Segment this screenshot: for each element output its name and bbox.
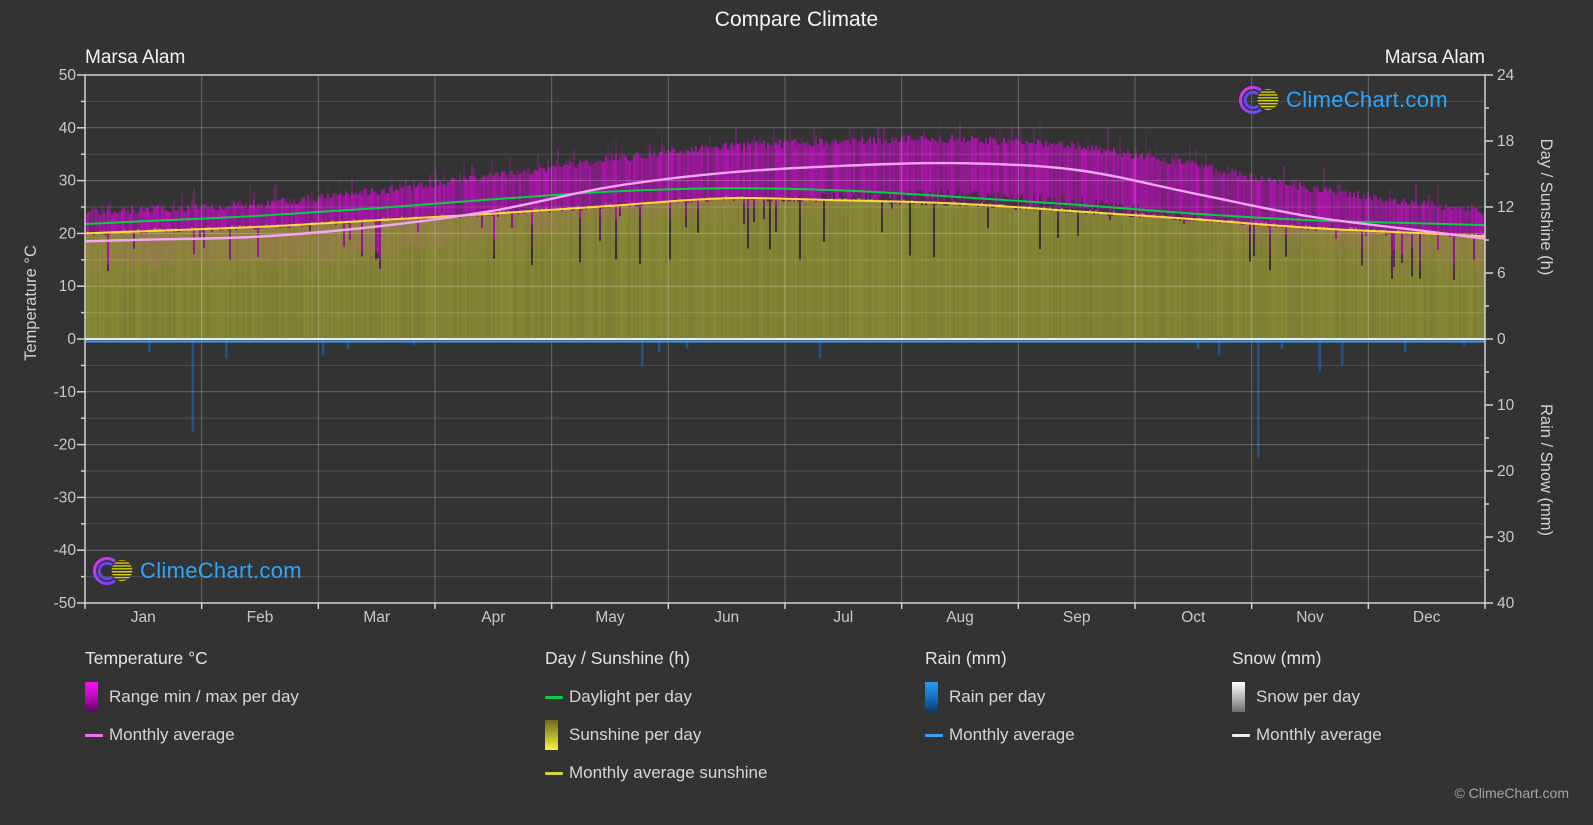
rain-swatch-icon — [925, 682, 938, 712]
month-label: Aug — [946, 609, 974, 626]
legend-item-label: Rain per day — [949, 687, 1046, 706]
sunshine-per-day-bars — [85, 196, 1485, 339]
month-label: Dec — [1413, 609, 1441, 626]
rain-snow-axis-tick-label: 30 — [1497, 529, 1515, 546]
temp-axis-tick-label: 30 — [59, 173, 77, 190]
day-sunshine-axis-tick-label: 6 — [1497, 265, 1506, 282]
month-label: Mar — [363, 609, 390, 626]
temp-axis-tick-label: 20 — [59, 225, 77, 242]
legend-item-label: Monthly average sunshine — [569, 763, 768, 782]
climechart-watermark-bottom: ClimeChart.com — [92, 553, 302, 589]
rain-per-day-bars — [148, 340, 1466, 458]
temp-axis-tick-label: 0 — [67, 331, 76, 348]
rain-avg-line-icon — [925, 733, 943, 737]
striped-sun-icon — [1257, 89, 1279, 110]
month-label: Apr — [481, 609, 505, 626]
month-label: May — [595, 609, 625, 626]
copyright-notice: © ClimeChart.com — [1454, 785, 1569, 801]
rain-snow-axis-tick-label: 10 — [1497, 397, 1515, 414]
rain-snow-axis-label: Rain / Snow (mm) — [1537, 404, 1555, 536]
temp-avg-line-icon — [85, 733, 103, 737]
temp-axis-tick-label: -50 — [54, 595, 77, 612]
climechart-logo-text: ClimeChart.com — [140, 558, 302, 583]
climechart-watermark-top: ClimeChart.com — [1238, 82, 1448, 118]
month-label: Jun — [714, 609, 739, 626]
climechart-logo-text: ClimeChart.com — [1286, 87, 1448, 112]
climechart-logo-icon — [1238, 85, 1279, 115]
axis-ticks — [77, 74, 1493, 609]
temp-axis-tick-label: 40 — [59, 120, 77, 137]
legend-group-rain: Rain (mm) Rain per day Monthly average — [925, 648, 1075, 758]
temp-axis-tick-label: 10 — [59, 278, 77, 295]
legend-item-sunshine-avg: Monthly average sunshine — [545, 758, 767, 788]
snow-avg-line-icon — [1232, 733, 1250, 737]
daylight-line — [84, 187, 1486, 227]
legend-group-day-sunshine: Day / Sunshine (h) Daylight per day Suns… — [545, 648, 767, 796]
legend-item-rain-avg: Monthly average — [925, 720, 1075, 750]
temperature-average-line — [84, 161, 1486, 243]
legend-title: Day / Sunshine (h) — [545, 648, 690, 668]
day-sunshine-axis-tick-label: 0 — [1497, 331, 1506, 348]
legend-item-temp-avg: Monthly average — [85, 720, 299, 750]
temp-range-swatch-icon — [85, 682, 98, 712]
month-label: Jul — [833, 609, 853, 626]
month-label: Sep — [1063, 609, 1091, 626]
temp-axis-tick-label: 50 — [59, 67, 77, 84]
temp-axis-tick-label: -10 — [54, 384, 77, 401]
legend-item-label: Monthly average — [1256, 725, 1382, 744]
legend-item-snow: Snow per day — [1232, 682, 1382, 712]
rain-snow-axis-tick-label: 20 — [1497, 463, 1515, 480]
legend-item-label: Sunshine per day — [569, 725, 702, 744]
legend-title: Snow (mm) — [1232, 648, 1322, 668]
legend-item-sunshine: Sunshine per day — [545, 720, 767, 750]
page-title: Compare Climate — [714, 8, 879, 31]
legend-title: Temperature °C — [85, 648, 208, 668]
day-sunshine-axis-tick-label: 18 — [1497, 133, 1514, 150]
snow-swatch-icon — [1232, 682, 1245, 712]
day-sunshine-axis-tick-label: 12 — [1497, 199, 1514, 216]
rain-snow-axis-tick-label: 40 — [1497, 595, 1515, 612]
sunshine-average-line — [84, 196, 1486, 238]
legend-item-label: Monthly average — [109, 725, 235, 744]
legend-group-snow: Snow (mm) Snow per day Monthly average — [1232, 648, 1382, 758]
legend-item-daylight: Daylight per day — [545, 682, 767, 712]
legend-item-label: Snow per day — [1256, 687, 1360, 706]
sunshine-avg-line-icon — [545, 771, 563, 775]
legend-item-rain: Rain per day — [925, 682, 1075, 712]
striped-sun-icon — [111, 560, 133, 581]
climechart-logo-icon — [92, 556, 133, 586]
month-label: Oct — [1181, 609, 1206, 626]
legend-item-temp-range: Range min / max per day — [85, 682, 299, 712]
location-label-right: Marsa Alam — [1384, 47, 1485, 68]
month-label: Nov — [1296, 609, 1324, 626]
legend-group-temperature: Temperature °C Range min / max per day M… — [85, 648, 299, 758]
day-sunshine-axis-tick-label: 24 — [1497, 67, 1515, 84]
daylight-line-icon — [545, 695, 563, 699]
month-label: Feb — [247, 609, 274, 626]
temp-axis-tick-label: -40 — [54, 542, 77, 559]
temperature-axis-label: Temperature °C — [22, 245, 40, 361]
legend-item-snow-avg: Monthly average — [1232, 720, 1382, 750]
month-label: Jan — [131, 609, 156, 626]
sunshine-swatch-icon — [545, 720, 558, 750]
legend-title: Rain (mm) — [925, 648, 1007, 668]
temp-axis-tick-label: -20 — [54, 437, 77, 454]
temp-axis-tick-label: -30 — [54, 489, 77, 506]
legend-item-label: Daylight per day — [569, 687, 692, 706]
day-sunshine-axis-label: Day / Sunshine (h) — [1537, 139, 1555, 276]
legend-item-label: Monthly average — [949, 725, 1075, 744]
gridlines — [84, 74, 1486, 604]
legend-item-label: Range min / max per day — [109, 687, 299, 706]
location-label-left: Marsa Alam — [85, 47, 186, 68]
